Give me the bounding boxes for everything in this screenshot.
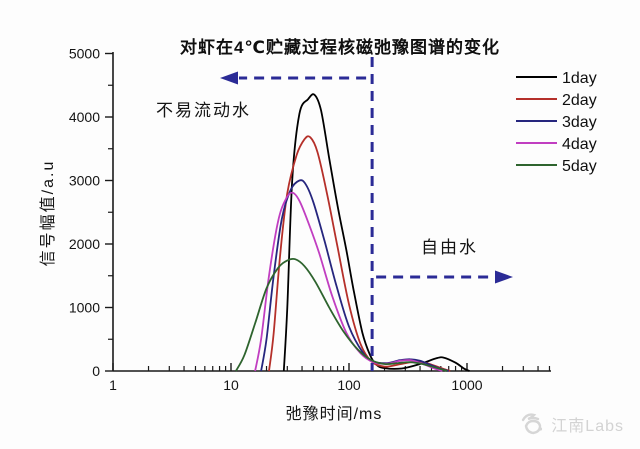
- watermark: 江南Labs: [520, 411, 624, 437]
- legend-label-4day: 4day: [562, 136, 597, 153]
- y-axis-title: 信号幅值/a.u: [40, 159, 57, 267]
- bound-water-annotation: 不易流动水: [156, 101, 251, 120]
- curve-4day: [254, 191, 443, 372]
- legend-label-3day: 3day: [562, 114, 597, 131]
- y-tick-label: 3000: [69, 173, 100, 189]
- chart-title: 对虾在4℃贮藏过程核磁弛豫图谱的变化: [179, 38, 501, 57]
- free-water-annotation: 自由水: [421, 238, 478, 257]
- x-tick-label: 1000: [451, 377, 482, 393]
- curve-1day: [282, 93, 470, 372]
- legend-label-1day: 1day: [562, 70, 597, 87]
- jiangnan-labs-logo-icon: [522, 413, 543, 435]
- curve-5day: [235, 257, 448, 372]
- free-water-arrowhead-icon: [495, 270, 513, 284]
- y-tick-label: 2000: [69, 236, 100, 252]
- bound-water-arrowhead-icon: [220, 71, 238, 85]
- x-tick-label: 100: [337, 377, 361, 393]
- x-tick-label: 1: [109, 377, 117, 393]
- x-axis-title: 弛豫时间/ms: [285, 406, 383, 423]
- y-tick-label: 1000: [69, 300, 100, 316]
- y-tick-label: 5000: [69, 46, 100, 62]
- curve-3day: [260, 179, 449, 372]
- x-tick-label: 10: [223, 377, 239, 393]
- legend-label-2day: 2day: [562, 92, 597, 109]
- legend-label-5day: 5day: [562, 158, 597, 175]
- y-tick-label: 0: [92, 363, 100, 379]
- y-tick-label: 4000: [69, 109, 100, 125]
- watermark-label: 江南Labs: [551, 418, 624, 435]
